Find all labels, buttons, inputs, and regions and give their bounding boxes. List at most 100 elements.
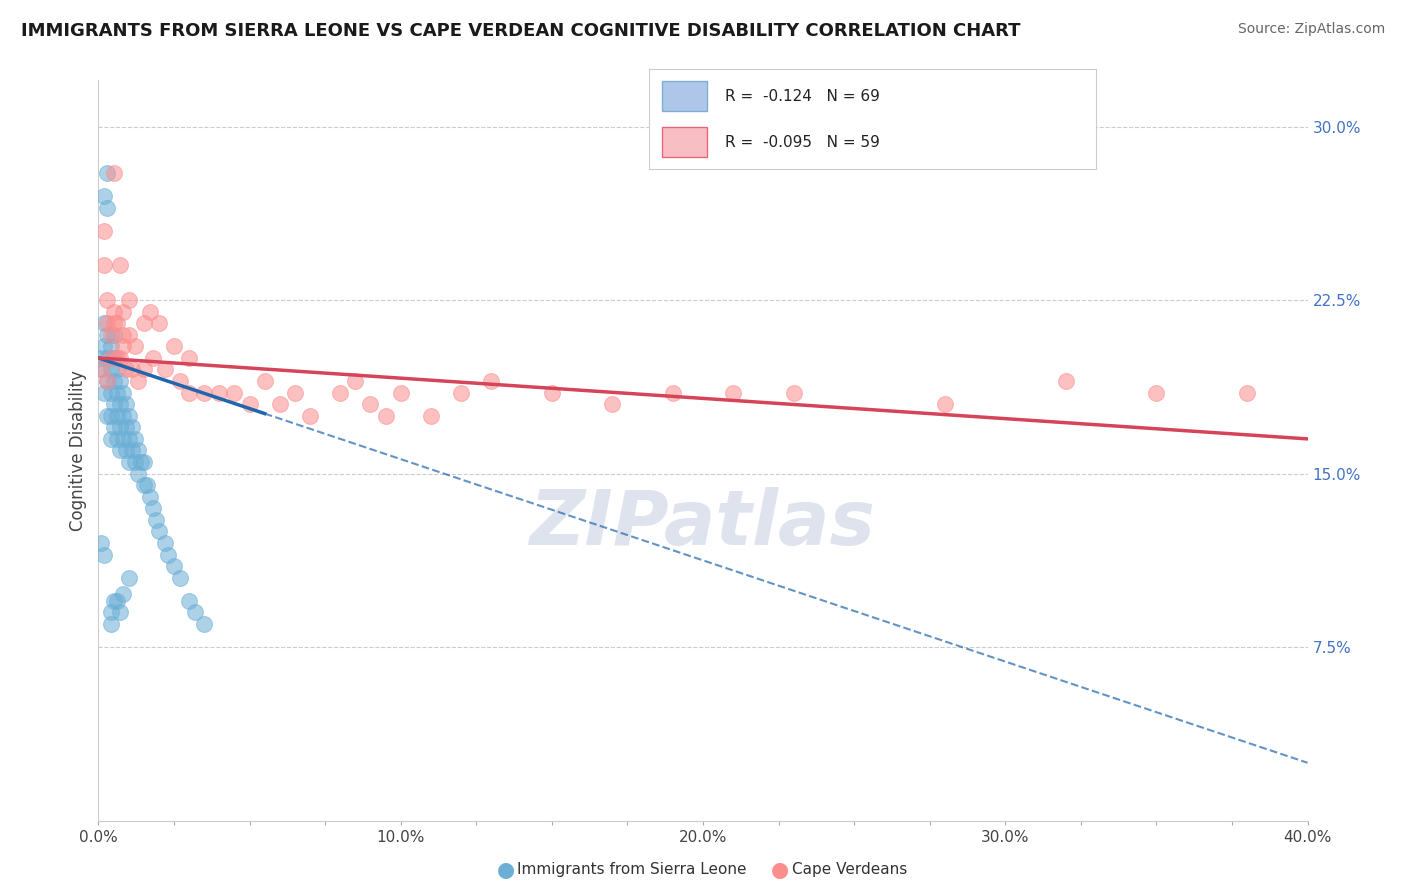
Point xyxy=(96,201,118,215)
Point xyxy=(108,397,131,411)
Point xyxy=(153,362,176,376)
Point xyxy=(602,397,624,411)
Point xyxy=(114,443,136,458)
Point xyxy=(105,316,128,330)
Point xyxy=(1144,385,1167,400)
Point xyxy=(169,374,191,388)
Point xyxy=(108,420,131,434)
Point xyxy=(118,409,141,423)
Point xyxy=(103,327,125,342)
Point xyxy=(105,385,128,400)
Point xyxy=(103,166,125,180)
Point xyxy=(124,432,146,446)
Point xyxy=(124,339,146,353)
Point xyxy=(193,617,215,632)
Point xyxy=(96,166,118,180)
Point xyxy=(135,478,157,492)
Point xyxy=(111,409,134,423)
Point xyxy=(299,409,322,423)
Point xyxy=(111,385,134,400)
Point xyxy=(124,455,146,469)
Point xyxy=(103,594,125,608)
Point xyxy=(105,362,128,376)
Point xyxy=(96,327,118,342)
Point xyxy=(100,339,122,353)
Point xyxy=(114,362,136,376)
Point xyxy=(118,455,141,469)
Point xyxy=(661,385,683,400)
Point xyxy=(90,536,112,550)
Point xyxy=(253,374,276,388)
Text: Immigrants from Sierra Leone: Immigrants from Sierra Leone xyxy=(517,863,747,877)
Point xyxy=(114,397,136,411)
Point xyxy=(450,385,472,400)
Point xyxy=(100,617,122,632)
Point xyxy=(114,420,136,434)
Point xyxy=(129,455,152,469)
Point xyxy=(111,339,134,353)
Point xyxy=(420,409,443,423)
Point xyxy=(96,293,118,307)
Point xyxy=(105,432,128,446)
Point xyxy=(208,385,231,400)
Point xyxy=(132,455,155,469)
Point xyxy=(127,467,149,481)
Point xyxy=(93,339,115,353)
Point xyxy=(103,316,125,330)
Point xyxy=(193,385,215,400)
Point xyxy=(96,409,118,423)
Point xyxy=(163,339,186,353)
Point xyxy=(132,362,155,376)
Point xyxy=(344,374,367,388)
Point xyxy=(100,409,122,423)
Point xyxy=(96,351,118,365)
Point xyxy=(93,385,115,400)
Text: ZIPatlas: ZIPatlas xyxy=(530,488,876,561)
Point xyxy=(103,374,125,388)
Point xyxy=(100,606,122,620)
Point xyxy=(108,443,131,458)
Point xyxy=(139,490,162,504)
Point xyxy=(132,316,155,330)
Point xyxy=(103,304,125,318)
Point xyxy=(100,432,122,446)
Point xyxy=(132,478,155,492)
Point xyxy=(118,571,141,585)
Point xyxy=(90,362,112,376)
Point xyxy=(481,374,503,388)
Point xyxy=(329,385,352,400)
Point xyxy=(93,548,115,562)
Point xyxy=(723,385,745,400)
Point xyxy=(105,409,128,423)
Text: ●: ● xyxy=(772,860,789,880)
Point xyxy=(374,409,396,423)
Point xyxy=(111,432,134,446)
Point xyxy=(118,293,141,307)
Text: Cape Verdeans: Cape Verdeans xyxy=(792,863,907,877)
Point xyxy=(239,397,262,411)
Point xyxy=(108,351,131,365)
Point xyxy=(163,559,186,574)
Point xyxy=(179,594,201,608)
Point xyxy=(284,385,307,400)
Point xyxy=(103,351,125,365)
Point xyxy=(108,374,131,388)
Point xyxy=(389,385,412,400)
Point xyxy=(184,606,207,620)
Point xyxy=(100,351,122,365)
Point xyxy=(100,362,122,376)
Point xyxy=(105,594,128,608)
Point xyxy=(111,327,134,342)
Point xyxy=(121,420,143,434)
Point xyxy=(108,259,131,273)
Point xyxy=(103,420,125,434)
Point xyxy=(142,501,165,516)
Point xyxy=(1236,385,1258,400)
Point xyxy=(96,374,118,388)
Point xyxy=(100,327,122,342)
Point xyxy=(269,397,291,411)
Point xyxy=(153,536,176,550)
Point xyxy=(127,374,149,388)
Y-axis label: Cognitive Disability: Cognitive Disability xyxy=(69,370,87,531)
Point xyxy=(121,362,143,376)
